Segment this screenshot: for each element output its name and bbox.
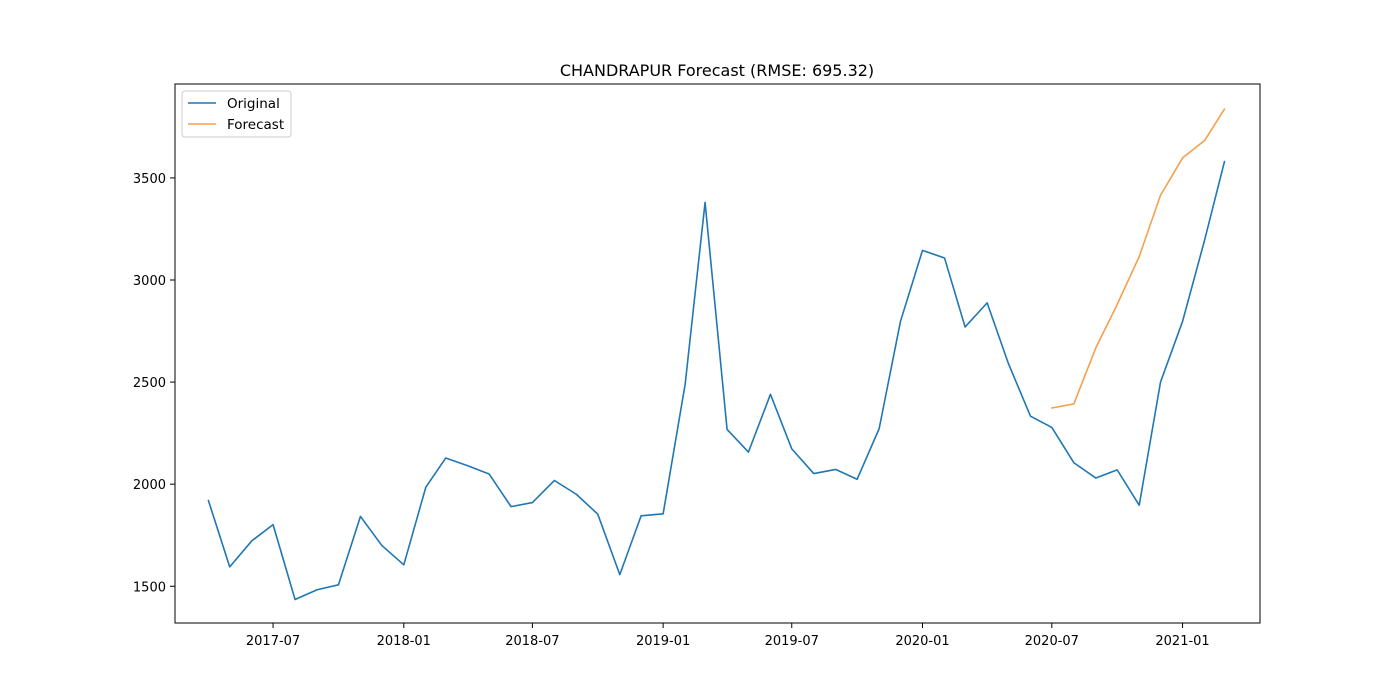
x-tick-label: 2018-07 <box>505 634 559 649</box>
series-line-forecast <box>1051 108 1226 409</box>
x-axis: 2017-07 2018-01 2018-07 2019-01 2019-07 2020-… <box>246 623 1210 649</box>
y-tick-label: 3000 <box>133 274 166 289</box>
series-layer <box>207 108 1226 601</box>
x-tick-label: 2020-07 <box>1025 634 1079 649</box>
y-tick-label: 1500 <box>133 580 166 595</box>
legend-label-original: Original <box>227 96 280 112</box>
x-tick-label: 2017-07 <box>246 634 300 649</box>
y-axis: 1500 2000 2500 3000 3500 <box>133 172 175 595</box>
x-tick-label: 2021-01 <box>1155 634 1209 649</box>
y-tick-label: 3500 <box>133 172 166 187</box>
x-tick-label: 2018-01 <box>377 634 431 649</box>
y-tick-label: 2500 <box>133 376 166 391</box>
chart-title: CHANDRAPUR Forecast (RMSE: 695.32) <box>560 61 874 80</box>
legend: Original Forecast <box>181 90 292 138</box>
series-line-original <box>207 160 1226 601</box>
legend-label-forecast: Forecast <box>227 117 284 133</box>
y-tick-label: 2000 <box>133 478 166 493</box>
plot-frame <box>174 83 1261 624</box>
x-tick-label: 2019-01 <box>636 634 690 649</box>
x-tick-label: 2019-07 <box>765 634 819 649</box>
x-tick-label: 2020-01 <box>895 634 949 649</box>
